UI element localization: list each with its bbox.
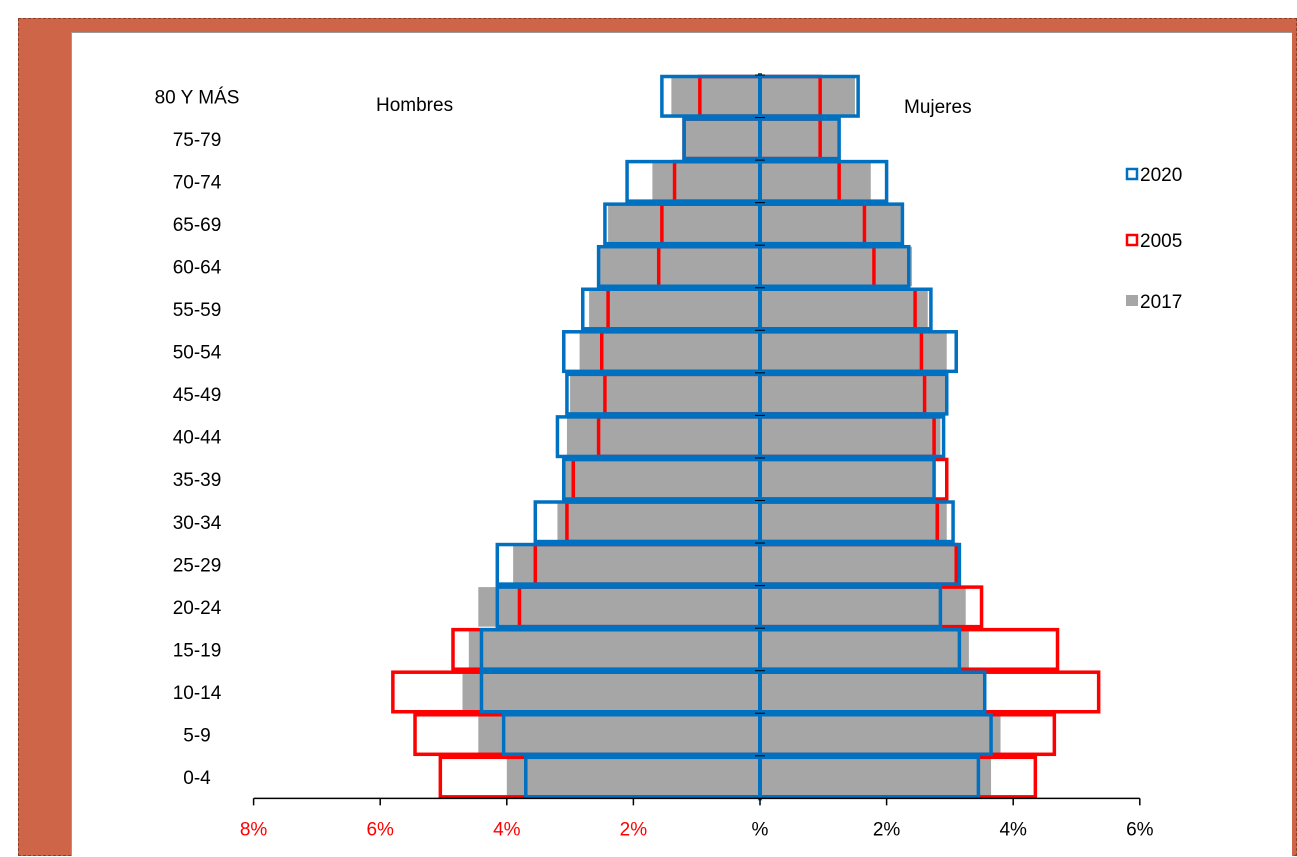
bar-2017-men (557, 502, 760, 542)
bar-2017-women (760, 714, 1001, 755)
bars-layer (391, 74, 1101, 799)
bar-2017-women (760, 587, 966, 627)
category-label: 40-44 (173, 428, 222, 449)
bar-2017-men (570, 374, 760, 414)
bar-2017-women (760, 374, 947, 414)
bar-2017-women (760, 502, 947, 542)
bar-2017-men (671, 76, 760, 117)
legend-label: 2020 (1140, 165, 1182, 186)
bar-2017-women (760, 119, 840, 159)
bar-2017-men (652, 161, 760, 202)
bar-2017-women (760, 757, 992, 797)
bar-2017-men (589, 289, 760, 329)
bar-2017-men (684, 119, 760, 159)
chart-panel: 8% 6% 4% 2%% 2% 4% 6% 0-4 5-9 10-14 15-19 20-24 25-… (71, 32, 1292, 856)
population-pyramid-chart: 8% 6% 4% 2%% 2% 4% 6% 0-4 5-9 10-14 15-19 20-24 25-… (155, 73, 1182, 840)
category-label: 35-39 (173, 470, 222, 491)
bar-2017-men (478, 587, 760, 627)
category-label: 25-29 (173, 555, 222, 576)
legend-swatch-2020 (1125, 167, 1139, 181)
bar-2017-women (760, 459, 935, 499)
x-tick-label: 2% (620, 819, 648, 840)
bar-2017-men (478, 714, 760, 755)
legend-label: 2017 (1140, 292, 1182, 313)
axis-layer: 8% 6% 4% 2%% 2% 4% 6% (240, 73, 1154, 840)
category-label: 75-79 (173, 130, 222, 151)
bar-2017-men (598, 246, 760, 287)
category-label: 70-74 (173, 172, 222, 193)
x-tick-label: 6% (366, 819, 394, 840)
x-tick-label: % (752, 819, 769, 840)
category-label: 80 Y MÁS (155, 87, 240, 108)
x-tick-label: 4% (493, 819, 521, 840)
side-label-men: Hombres (376, 95, 453, 116)
legend-swatch-2017 (1126, 295, 1138, 306)
bar-2017-women (760, 161, 871, 202)
bar-2017-women (760, 204, 903, 244)
category-label: 60-64 (173, 257, 222, 278)
bar-2017-men (468, 629, 760, 670)
bar-2017-men (566, 416, 760, 457)
bar-2017-women (760, 246, 912, 287)
bar-2017-men (608, 204, 760, 244)
category-label: 30-34 (173, 513, 222, 534)
bar-2017-women (760, 76, 855, 117)
bar-2017-women (760, 544, 960, 585)
x-tick-label: 2% (873, 819, 901, 840)
bar-2017-women (760, 629, 969, 670)
legend-label: 2005 (1140, 231, 1182, 252)
category-label: 65-69 (173, 215, 222, 236)
bar-2017-women (760, 289, 928, 329)
category-label: 20-24 (173, 598, 222, 619)
bar-2017-women (760, 672, 985, 712)
bar-2017-women (760, 416, 941, 457)
bar-2017-men (513, 544, 760, 585)
legend: 2020 2005 2017 (1125, 165, 1182, 313)
x-tick-label: 8% (240, 819, 268, 840)
category-label: 0-4 (183, 768, 211, 789)
bar-2017-men (563, 459, 760, 499)
category-label: 10-14 (173, 683, 222, 704)
legend-swatch-2005 (1125, 233, 1139, 247)
category-label: 5-9 (183, 726, 210, 747)
bar-2017-women (760, 331, 947, 372)
labels-layer: 0-4 5-9 10-14 15-19 20-24 25-29 30-34 35-39 40-4… (155, 87, 240, 789)
category-label: 50-54 (173, 343, 222, 364)
category-label: 45-49 (173, 385, 222, 406)
bar-2017-men (579, 331, 760, 372)
bar-2017-men (462, 672, 760, 712)
x-tick-label: 6% (1126, 819, 1154, 840)
category-label: 15-19 (173, 640, 222, 661)
category-label: 55-59 (173, 300, 222, 321)
side-label-women: Mujeres (904, 97, 972, 118)
x-tick-label: 4% (999, 819, 1027, 840)
bar-2017-men (506, 757, 760, 797)
